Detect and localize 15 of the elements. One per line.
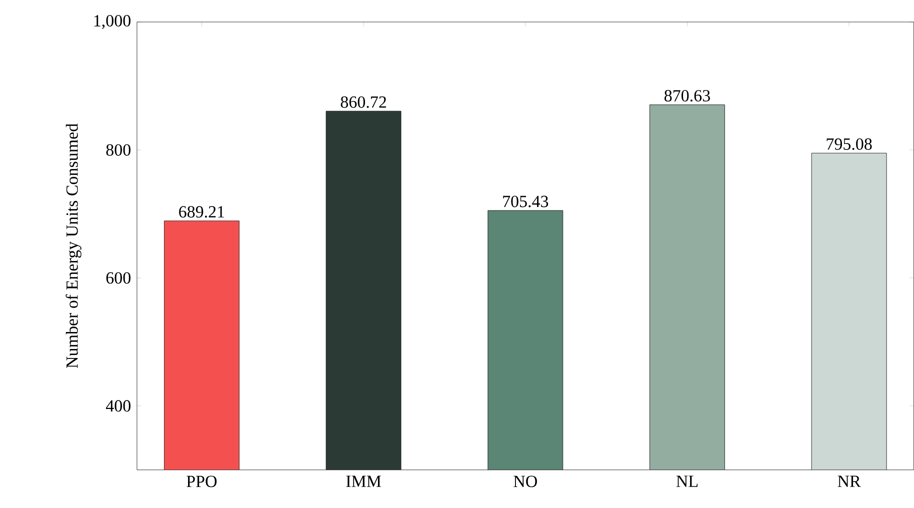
x-tick-label: IMM xyxy=(346,476,381,487)
x-tick-label: PPO xyxy=(186,476,217,488)
y-tick-label: 600 xyxy=(106,272,130,284)
x-tick-label: NO xyxy=(514,476,537,488)
data-label: 795.08 xyxy=(826,138,872,150)
data-label: 860.72 xyxy=(340,96,386,108)
y-axis-title: Number of Energy Units Consumed xyxy=(66,124,82,368)
data-label: 689.21 xyxy=(179,206,224,218)
y-tick-label: 400 xyxy=(106,400,130,412)
y-tick-label: 800 xyxy=(106,144,130,156)
x-tick-label: NL xyxy=(676,476,698,487)
data-label: 870.63 xyxy=(664,90,710,102)
y-tick-label: 1,000 xyxy=(94,15,130,30)
data-label: 705.43 xyxy=(503,196,548,208)
x-tick-label: NR xyxy=(838,476,861,487)
